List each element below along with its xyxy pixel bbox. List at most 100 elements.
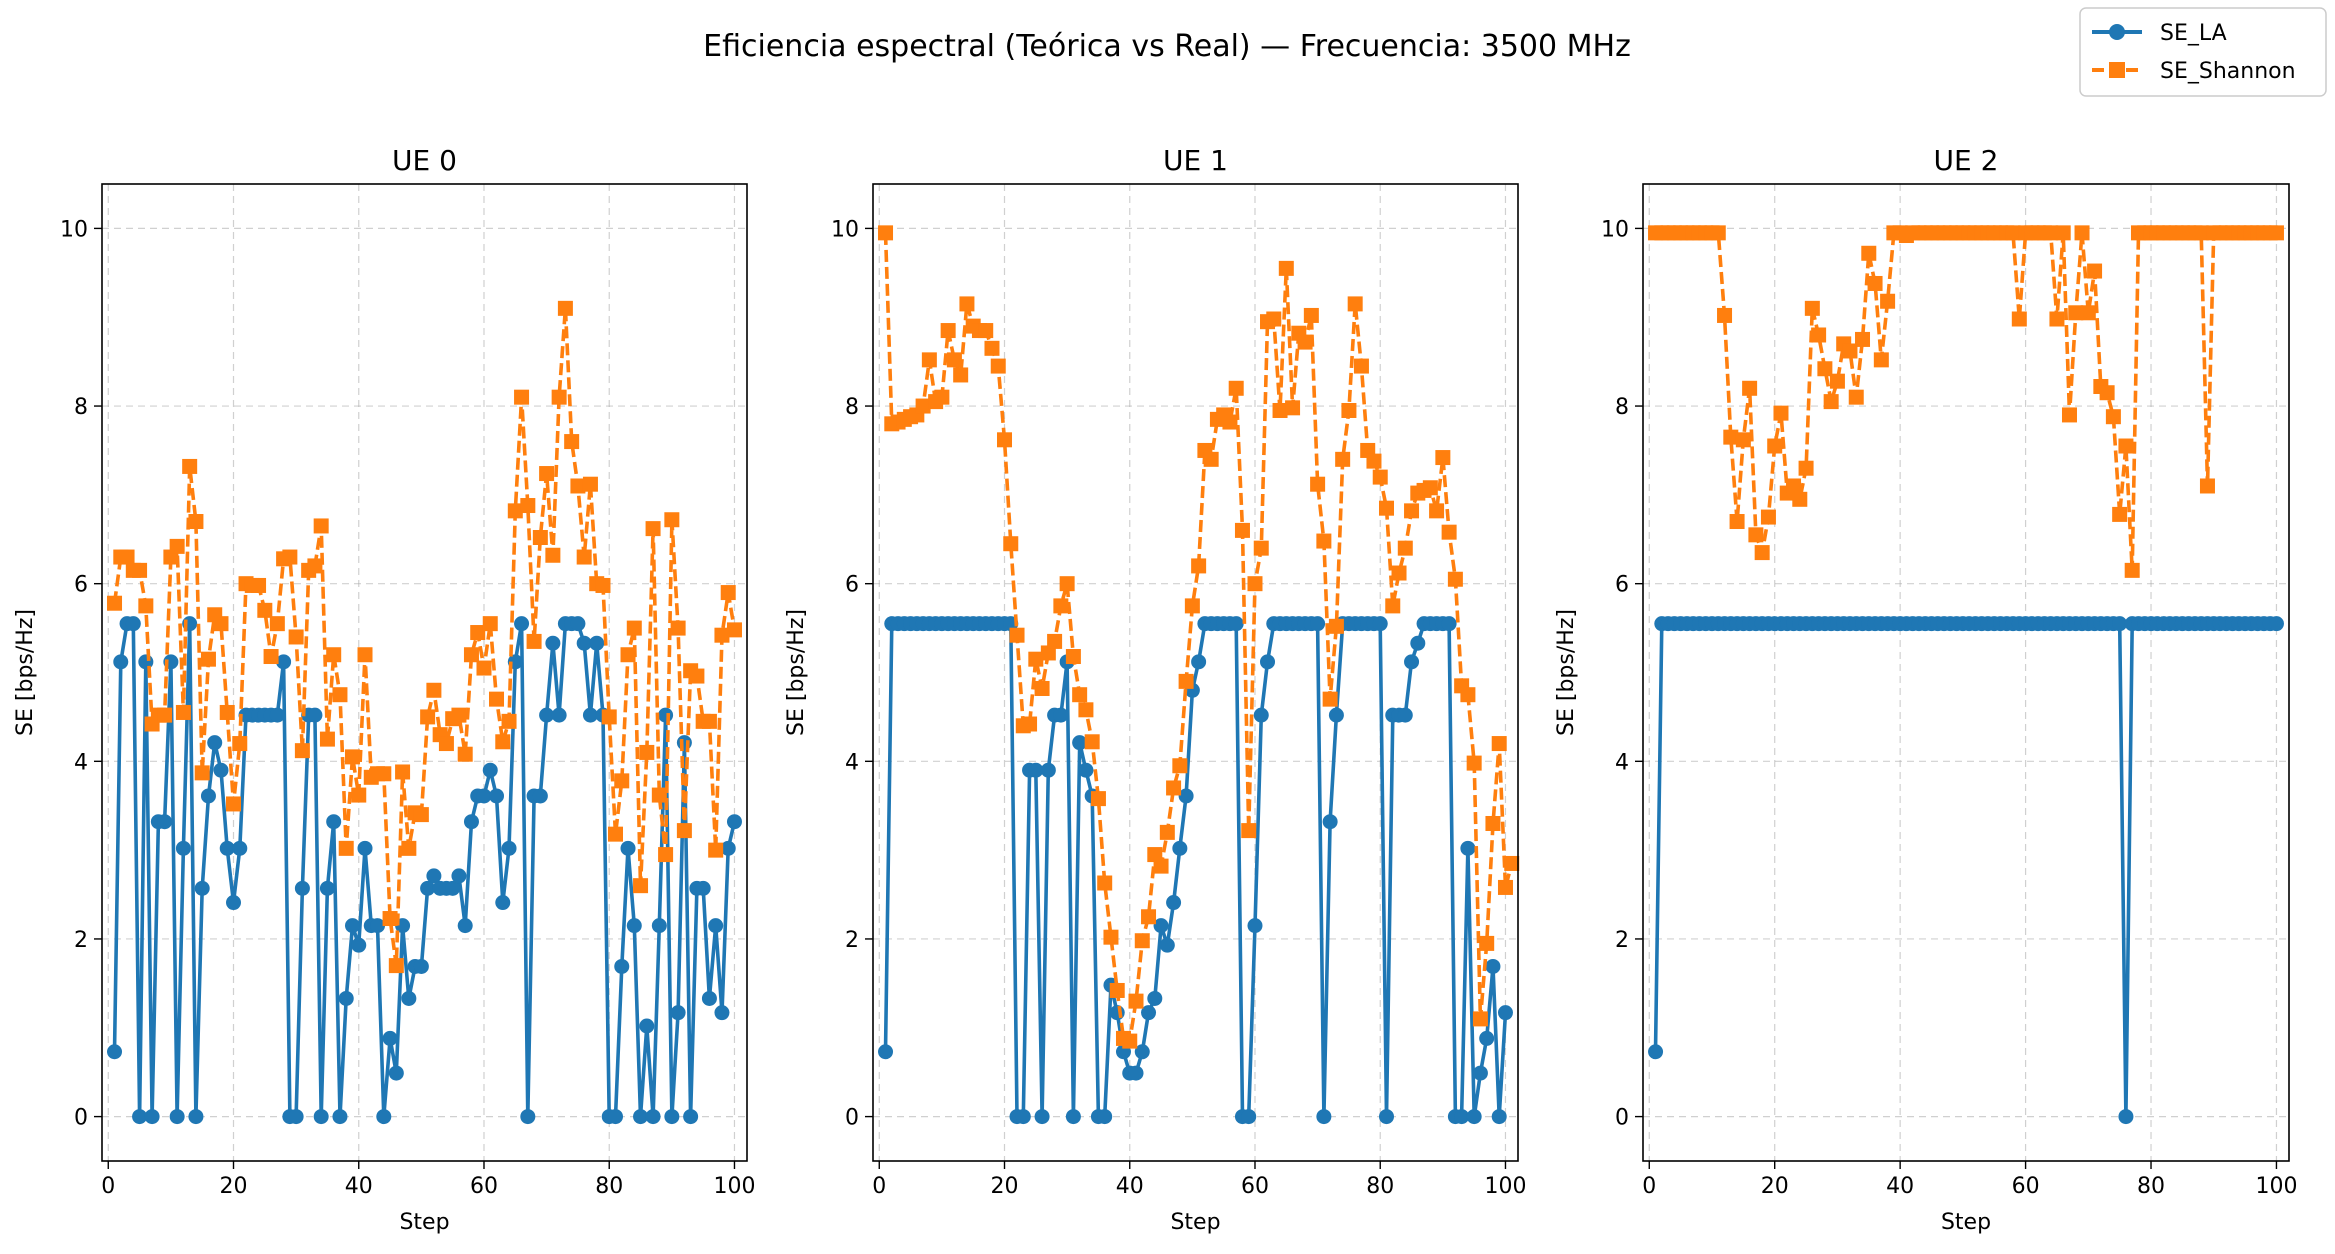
y-tick-label: 8: [1615, 395, 1629, 420]
data-point: [495, 734, 511, 750]
data-point: [576, 549, 592, 565]
y-axis: 0 2 4 6 8 10: [60, 217, 747, 1131]
data-point: [1028, 762, 1044, 778]
data-point: [113, 654, 129, 670]
data-point: [1028, 651, 1044, 667]
data-point: [132, 562, 148, 578]
data-point: [1341, 402, 1357, 418]
data-point: [689, 668, 705, 684]
data-point: [1447, 571, 1463, 587]
data-point: [614, 958, 630, 974]
data-point: [344, 749, 360, 765]
data-point: [313, 1109, 329, 1125]
data-point: [1097, 1109, 1113, 1125]
series-line: [883, 621, 1508, 1119]
data-point: [376, 1109, 392, 1125]
data-point: [921, 352, 937, 368]
data-point: [984, 340, 1000, 356]
data-point: [1053, 598, 1069, 614]
y-tick-label: 2: [74, 928, 88, 953]
data-point: [1322, 814, 1338, 830]
data-point: [1178, 788, 1194, 804]
data-point: [940, 323, 956, 339]
data-point: [1322, 691, 1338, 707]
data-point: [1410, 635, 1426, 651]
series-se-shannon: [1648, 225, 2284, 578]
data-point: [463, 647, 479, 663]
data-point: [1479, 1030, 1495, 1046]
data-point: [1710, 225, 1726, 241]
data-point: [2105, 409, 2121, 425]
data-point: [188, 514, 204, 530]
x-axis-label: Step: [1170, 1210, 1220, 1235]
y-axis-label: SE [bps/Hz]: [13, 609, 38, 736]
data-point: [182, 458, 198, 474]
data-point: [1497, 1005, 1513, 1021]
data-point: [1842, 343, 1858, 359]
data-point: [551, 707, 567, 723]
data-point: [1015, 1109, 1031, 1125]
x-tick-label: 20: [1761, 1174, 1789, 1199]
data-point: [1748, 527, 1764, 543]
data-point: [1191, 558, 1207, 574]
data-point: [219, 704, 235, 720]
data-point: [1397, 707, 1413, 723]
data-point: [1404, 654, 1420, 670]
data-point: [701, 713, 717, 729]
series-se-la: [878, 616, 1513, 1125]
data-point: [1222, 414, 1238, 430]
data-point: [1479, 935, 1495, 951]
data-point: [457, 918, 473, 934]
data-point: [2043, 225, 2059, 241]
y-tick-label: 10: [60, 217, 88, 242]
data-point: [1347, 296, 1363, 312]
data-point: [1366, 453, 1382, 469]
data-point: [1873, 352, 1889, 368]
data-point: [570, 616, 586, 632]
data-point: [2087, 263, 2103, 279]
data-point: [332, 1109, 348, 1125]
data-point: [169, 538, 185, 554]
data-point: [708, 842, 724, 858]
data-point: [1372, 469, 1388, 485]
data-point: [614, 773, 630, 789]
x-tick-label: 100: [2255, 1174, 2297, 1199]
y-tick-label: 2: [1615, 928, 1629, 953]
data-point: [2112, 616, 2128, 632]
y-tick-label: 6: [1615, 573, 1629, 598]
data-point: [551, 389, 567, 405]
data-point: [626, 918, 642, 934]
data-point: [413, 807, 429, 823]
data-point: [1260, 654, 1276, 670]
data-point: [1141, 1005, 1157, 1021]
y-tick-label: 10: [1601, 217, 1629, 242]
figure-title: Eficiencia espectral (Teórica vs Real) —…: [703, 29, 1631, 64]
data-point: [1441, 616, 1457, 632]
data-point: [664, 512, 680, 528]
data-point: [1109, 982, 1125, 998]
x-tick-label: 80: [1366, 1174, 1394, 1199]
data-point: [1253, 540, 1269, 556]
data-point: [651, 918, 667, 934]
data-point: [107, 595, 123, 611]
data-point: [2074, 225, 2090, 241]
data-point: [726, 814, 742, 830]
data-point: [1034, 1109, 1050, 1125]
data-point: [1191, 654, 1207, 670]
y-tick-label: 6: [74, 573, 88, 598]
x-tick-label: 0: [101, 1174, 115, 1199]
data-point: [470, 625, 486, 641]
data-point: [878, 1044, 894, 1060]
data-point: [1047, 633, 1063, 649]
data-point: [157, 814, 173, 830]
data-point: [1316, 1109, 1332, 1125]
data-point: [344, 918, 360, 934]
data-point: [1460, 840, 1476, 856]
data-point: [489, 788, 505, 804]
data-point: [326, 647, 342, 663]
data-point: [288, 1109, 304, 1125]
data-point: [1234, 522, 1250, 538]
data-point: [1065, 1109, 1081, 1125]
subplot-title: UE 0: [392, 144, 457, 177]
